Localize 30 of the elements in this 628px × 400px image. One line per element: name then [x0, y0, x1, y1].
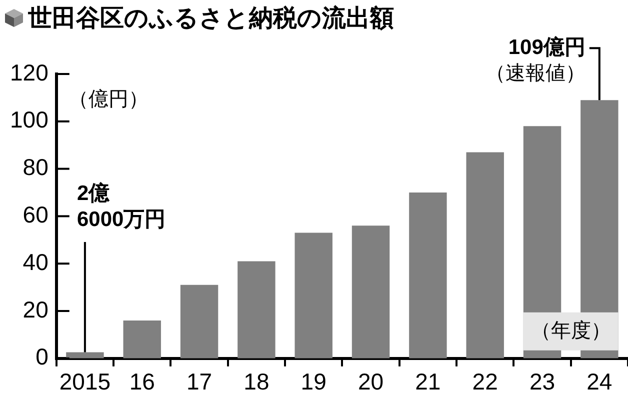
- x-tick-label: 18: [244, 368, 270, 395]
- y-tick-label: 120: [10, 59, 48, 86]
- y-tick-label: 0: [36, 344, 48, 370]
- x-tick-label: 21: [415, 368, 441, 395]
- y-tick-label: 100: [10, 106, 48, 133]
- chart-title: 世田谷区のふるさと納税の流出額: [28, 3, 394, 34]
- y-tick-label: 60: [22, 202, 48, 228]
- y-tick-label: 40: [22, 248, 48, 275]
- annotation: 2億6000万円: [76, 180, 166, 231]
- bar: [409, 192, 447, 358]
- x-tick-label: 2015: [59, 368, 111, 395]
- bar: [294, 232, 332, 358]
- x-tick-label: 16: [129, 368, 155, 395]
- x-tick-label: 17: [186, 368, 212, 395]
- bar: [238, 261, 276, 358]
- bar: [180, 284, 218, 358]
- x-tick-label: 23: [529, 368, 556, 395]
- x-axis-title: （年度）: [530, 320, 611, 342]
- x-tick-label: 24: [586, 368, 612, 395]
- y-tick-label: 20: [22, 296, 48, 322]
- x-tick-label: 19: [300, 368, 326, 395]
- y-tick-label: 80: [22, 154, 48, 180]
- x-tick-label: 22: [472, 368, 498, 395]
- bar: [123, 320, 161, 358]
- y-axis-title: （億円）: [68, 88, 148, 111]
- annotation: 109億円（速報値）: [485, 34, 586, 85]
- bar: [66, 352, 104, 358]
- x-tick-label: 20: [358, 368, 384, 395]
- bar: [466, 152, 504, 358]
- bar: [352, 226, 390, 358]
